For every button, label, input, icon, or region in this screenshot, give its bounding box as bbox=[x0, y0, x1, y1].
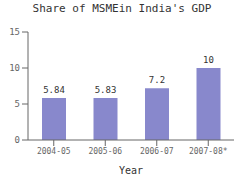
svg-text:2004-05: 2004-05 bbox=[37, 147, 71, 156]
svg-text:10: 10 bbox=[203, 55, 214, 65]
svg-text:2006-07: 2006-07 bbox=[140, 147, 174, 156]
svg-text:Year: Year bbox=[119, 165, 143, 176]
html-text:Share of MSMEin India's GDP: Share of MSMEin India's GDP bbox=[32, 2, 212, 15]
svg-text:2007-08*: 2007-08* bbox=[189, 147, 228, 156]
svg-text:15: 15 bbox=[9, 27, 20, 37]
svg-text:10: 10 bbox=[9, 63, 20, 73]
svg-text:5.83: 5.83 bbox=[95, 85, 117, 95]
svg-text:7.2: 7.2 bbox=[149, 75, 165, 85]
svg-text:2005-06: 2005-06 bbox=[88, 147, 122, 156]
svg-text:5: 5 bbox=[15, 99, 20, 109]
svg-text:0: 0 bbox=[15, 135, 20, 145]
svg-text:5.84: 5.84 bbox=[43, 85, 65, 95]
